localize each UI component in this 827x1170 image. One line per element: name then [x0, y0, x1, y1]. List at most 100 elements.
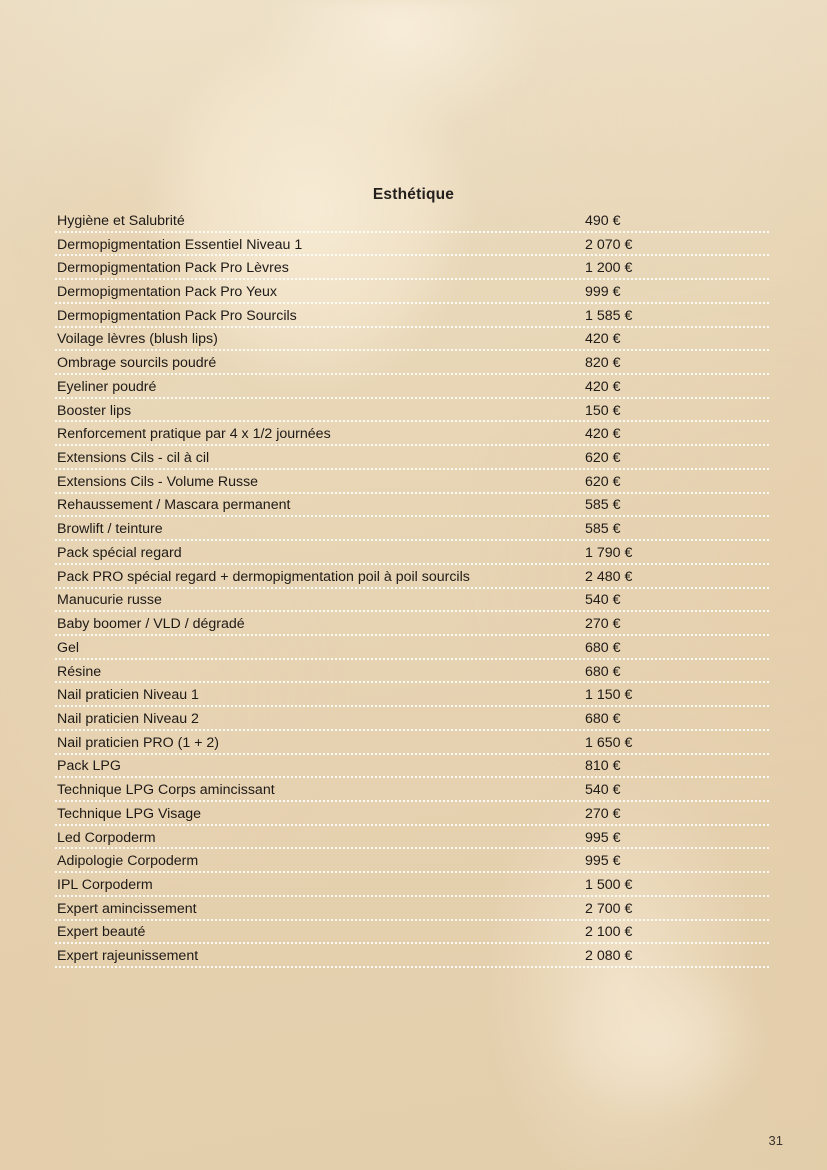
table-row: Résine 680 €: [55, 660, 771, 684]
service-price: 1 650 €: [585, 734, 633, 751]
service-price: 2 700 €: [585, 900, 633, 917]
service-label: Ombrage sourcils poudré: [57, 355, 217, 372]
service-price: 540 €: [585, 782, 621, 799]
service-label: Expert amincissement: [57, 900, 197, 917]
service-price: 2 070 €: [585, 236, 633, 253]
service-price: 540 €: [585, 592, 621, 609]
service-price: 2 080 €: [585, 948, 633, 965]
service-price: 1 500 €: [585, 876, 633, 893]
service-label: Dermopigmentation Pack Pro Yeux: [57, 284, 278, 301]
service-price: 1 790 €: [585, 544, 633, 561]
service-price: 810 €: [585, 758, 621, 775]
service-label: Adipologie Corpoderm: [57, 853, 199, 870]
service-price: 2 100 €: [585, 924, 633, 941]
price-table: Hygiène et Salubrité 490 € Dermopigmentati…: [55, 209, 771, 968]
service-price: 420 €: [585, 378, 621, 395]
table-row: Dermopigmentation Pack Pro Sourcils 1 585…: [55, 304, 771, 328]
table-row: Gel 680 €: [55, 636, 771, 660]
table-row: Pack spécial regard 1 790 €: [55, 541, 771, 565]
table-row: Booster lips 150 €: [55, 399, 771, 423]
service-price: 585 €: [585, 497, 621, 514]
service-label: Résine: [57, 663, 102, 680]
table-row: IPL Corpoderm 1 500 €: [55, 873, 771, 897]
table-row: Technique LPG Corps amincissant 540 €: [55, 778, 771, 802]
service-label: Pack PRO spécial regard + dermopigmentat…: [57, 568, 470, 585]
service-label: Rehaussement / Mascara permanent: [57, 497, 291, 514]
service-label: Booster lips: [57, 402, 132, 419]
service-price: 150 €: [585, 402, 621, 419]
service-label: Nail praticien Niveau 1: [57, 687, 199, 704]
service-label: Pack spécial regard: [57, 544, 182, 561]
service-label: Gel: [57, 639, 80, 656]
service-label: Technique LPG Visage: [57, 805, 202, 822]
service-price: 1 585 €: [585, 307, 633, 324]
service-price: 620 €: [585, 450, 621, 467]
page-number: 31: [768, 1133, 783, 1148]
service-label: Eyeliner poudré: [57, 378, 157, 395]
table-row: Manucurie russe 540 €: [55, 589, 771, 613]
service-price: 995 €: [585, 853, 621, 870]
service-price: 995 €: [585, 829, 621, 846]
service-label: Renforcement pratique par 4 x 1/2 journé…: [57, 426, 331, 443]
service-price: 820 €: [585, 355, 621, 372]
service-label: Extensions Cils - Volume Russe: [57, 473, 259, 490]
table-row: Extensions Cils - Volume Russe 620 €: [55, 470, 771, 494]
service-label: Manucurie russe: [57, 592, 162, 609]
table-row: Ombrage sourcils poudré 820 €: [55, 351, 771, 375]
service-price: 680 €: [585, 639, 621, 656]
table-row: Nail praticien Niveau 1 1 150 €: [55, 683, 771, 707]
table-row: Extensions Cils - cil à cil 620 €: [55, 446, 771, 470]
service-label: Pack LPG: [57, 758, 121, 775]
service-label: Hygiène et Salubrité: [57, 212, 185, 229]
service-price: 490 €: [585, 212, 621, 229]
service-label: Nail praticien PRO (1 + 2): [57, 734, 220, 751]
section-title: Esthétique: [372, 186, 455, 203]
table-row: Nail praticien Niveau 2 680 €: [55, 707, 771, 731]
service-label: Led Corpoderm: [57, 829, 156, 846]
table-row: Renforcement pratique par 4 x 1/2 journé…: [55, 422, 771, 446]
service-price: 2 480 €: [585, 568, 633, 585]
table-row: Pack LPG 810 €: [55, 755, 771, 779]
table-row: Hygiène et Salubrité 490 €: [55, 209, 771, 233]
service-price: 420 €: [585, 331, 621, 348]
table-row: Browlift / teinture 585 €: [55, 517, 771, 541]
service-label: IPL Corpoderm: [57, 876, 153, 893]
table-row: Expert amincissement 2 700 €: [55, 897, 771, 921]
table-row: Dermopigmentation Essentiel Niveau 1 2 07…: [55, 233, 771, 257]
table-row: Nail praticien PRO (1 + 2) 1 650 €: [55, 731, 771, 755]
table-row: Pack PRO spécial regard + dermopigmentat…: [55, 565, 771, 589]
table-row: Led Corpoderm 995 €: [55, 826, 771, 850]
service-label: Browlift / teinture: [57, 521, 163, 538]
table-row: Baby boomer / VLD / dégradé 270 €: [55, 612, 771, 636]
table-row: Technique LPG Visage 270 €: [55, 802, 771, 826]
service-price: 680 €: [585, 710, 621, 727]
service-price: 270 €: [585, 805, 621, 822]
service-price: 270 €: [585, 616, 621, 633]
table-row: Adipologie Corpoderm 995 €: [55, 849, 771, 873]
service-price: 420 €: [585, 426, 621, 443]
table-row: Voilage lèvres (blush lips) 420 €: [55, 328, 771, 352]
service-price: 680 €: [585, 663, 621, 680]
service-label: Voilage lèvres (blush lips): [57, 331, 218, 348]
service-price: 1 200 €: [585, 260, 633, 277]
service-label: Expert beauté: [57, 924, 146, 941]
service-price: 620 €: [585, 473, 621, 490]
table-row: Dermopigmentation Pack Pro Yeux 999 €: [55, 280, 771, 304]
service-label: Dermopigmentation Essentiel Niveau 1: [57, 236, 303, 253]
table-row: Expert rajeunissement 2 080 €: [55, 944, 771, 968]
service-label: Technique LPG Corps amincissant: [57, 782, 275, 799]
service-label: Dermopigmentation Pack Pro Sourcils: [57, 307, 297, 324]
service-price: 999 €: [585, 284, 621, 301]
service-label: Baby boomer / VLD / dégradé: [57, 616, 245, 633]
service-price: 585 €: [585, 521, 621, 538]
table-row: Eyeliner poudré 420 €: [55, 375, 771, 399]
table-row: Rehaussement / Mascara permanent 585 €: [55, 494, 771, 518]
service-label: Extensions Cils - cil à cil: [57, 450, 210, 467]
table-row: Expert beauté 2 100 €: [55, 921, 771, 945]
service-label: Nail praticien Niveau 2: [57, 710, 199, 727]
service-label: Dermopigmentation Pack Pro Lèvres: [57, 260, 289, 277]
service-label: Expert rajeunissement: [57, 948, 199, 965]
table-row: Dermopigmentation Pack Pro Lèvres 1 200 €: [55, 256, 771, 280]
